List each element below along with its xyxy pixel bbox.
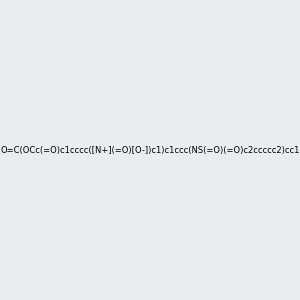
Text: O=C(OCc(=O)c1cccc([N+](=O)[O-])c1)c1ccc(NS(=O)(=O)c2ccccc2)cc1: O=C(OCc(=O)c1cccc([N+](=O)[O-])c1)c1ccc(… [0,146,300,154]
